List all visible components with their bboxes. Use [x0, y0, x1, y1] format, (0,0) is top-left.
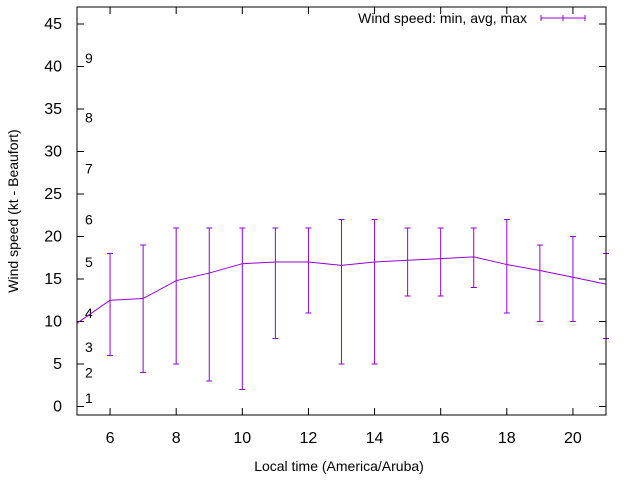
legend-sample-line	[540, 15, 586, 21]
y-tick-label: 35	[44, 101, 62, 118]
y-tick-label: 0	[53, 399, 62, 416]
y-axis-label: Wind speed (kt - Beaufort)	[5, 129, 21, 292]
x-tick-labels: 6 8 10 12 14 16 18 20	[106, 430, 582, 447]
x-tick-label: 6	[106, 430, 115, 447]
y-tick-label: 20	[44, 229, 62, 246]
y-tick-label: 45	[44, 16, 62, 33]
beaufort-label: 3	[85, 339, 93, 355]
x-tick-label: 18	[498, 430, 516, 447]
beaufort-labels: 1 2 3 4 5 6 7 8 9	[85, 50, 93, 406]
y-tick-labels: 0 5 10 15 20 25 30 35 40 45	[44, 16, 62, 416]
beaufort-label: 8	[85, 110, 93, 126]
beaufort-label: 9	[85, 50, 93, 66]
x-tick-label: 16	[432, 430, 450, 447]
legend-label: Wind speed: min, avg, max	[358, 10, 527, 26]
x-tick-label: 14	[366, 430, 384, 447]
x-tick-label: 20	[564, 430, 582, 447]
y-tick-label: 40	[44, 59, 62, 76]
beaufort-label: 4	[85, 305, 93, 321]
x-tick-label: 8	[172, 430, 181, 447]
y-tick-label: 25	[44, 186, 62, 203]
beaufort-label: 2	[85, 365, 93, 381]
y-tick-label: 10	[44, 314, 62, 331]
average-line	[76, 256, 607, 324]
y-tick-label: 15	[44, 271, 62, 288]
x-tick-label: 12	[300, 430, 318, 447]
y-tick-label: 5	[53, 356, 62, 373]
x-tick-label: 10	[233, 430, 251, 447]
tick-marks	[77, 7, 606, 415]
x-axis-label: Local time (America/Aruba)	[254, 458, 424, 474]
beaufort-label: 7	[85, 161, 93, 177]
legend: Wind speed: min, avg, max	[358, 10, 586, 26]
beaufort-label: 1	[85, 390, 93, 406]
y-tick-label: 30	[44, 144, 62, 161]
plot-frame	[76, 6, 607, 416]
beaufort-label: 6	[85, 212, 93, 228]
beaufort-label: 5	[85, 254, 93, 270]
